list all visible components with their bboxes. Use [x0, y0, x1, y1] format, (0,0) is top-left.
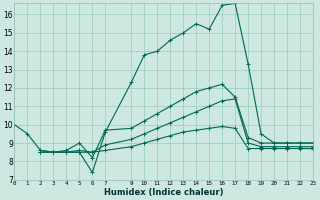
X-axis label: Humidex (Indice chaleur): Humidex (Indice chaleur) [104, 188, 223, 197]
